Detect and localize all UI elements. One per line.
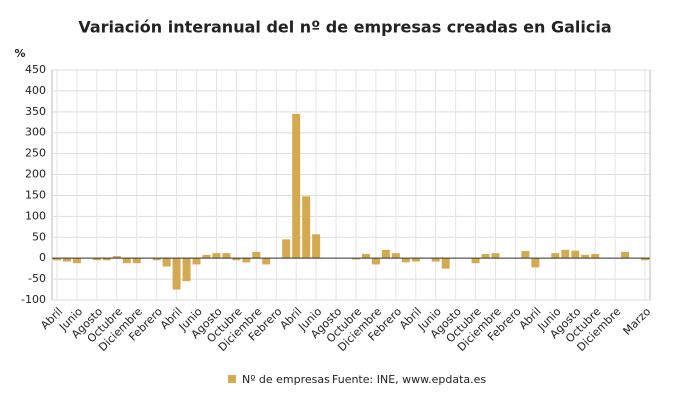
bar: [441, 258, 450, 269]
y-tick-label: 200: [25, 168, 46, 181]
legend-label: Nº de empresas: [242, 373, 330, 386]
source: Fuente: INE, www.epdata.es: [332, 373, 486, 386]
bar: [431, 258, 440, 262]
y-tick-label: 450: [25, 63, 46, 76]
bar: [262, 258, 271, 265]
bar: [561, 249, 570, 259]
y-tick-label: 300: [25, 126, 46, 139]
bar: [521, 251, 530, 259]
x-tick-label: Marzo: [621, 305, 654, 338]
bar: [551, 253, 560, 259]
bar: [252, 251, 261, 259]
y-tick-label: 150: [25, 188, 46, 201]
bar: [621, 251, 630, 259]
bar: [192, 258, 201, 265]
bar: [102, 258, 111, 261]
bar: [491, 253, 500, 259]
bar: [481, 254, 490, 259]
bar: [312, 234, 321, 259]
bar: [351, 258, 360, 260]
bar: [62, 258, 71, 262]
bar: [581, 254, 590, 259]
bar: [92, 258, 101, 261]
y-tick-label: 350: [25, 105, 46, 118]
bar: [112, 256, 121, 259]
bar: [641, 258, 650, 261]
y-tick-label: 250: [25, 147, 46, 160]
y-tick-label: -50: [28, 272, 46, 285]
y-tick-label: 400: [25, 84, 46, 97]
y-tick-label: -100: [21, 293, 46, 306]
bar: [202, 254, 211, 259]
bar: [282, 239, 291, 259]
bar: [222, 253, 231, 259]
bar: [52, 258, 61, 261]
bar: [531, 258, 540, 268]
y-tick-label: 100: [25, 209, 46, 222]
bar: [242, 258, 251, 263]
bar: [212, 253, 221, 259]
bar: [162, 258, 171, 267]
bar: [122, 258, 131, 264]
bar: [292, 113, 301, 259]
legend-swatch: [228, 375, 236, 383]
y-axis-label: %: [14, 47, 25, 60]
bar: [302, 196, 311, 259]
bar: [232, 258, 241, 261]
bar: [381, 249, 390, 259]
y-tick-label: 0: [39, 251, 46, 264]
bar: [172, 258, 181, 290]
bar: [152, 258, 161, 261]
bar: [361, 254, 370, 259]
bar: [411, 258, 420, 262]
y-tick-label: 50: [32, 230, 46, 243]
bar: [391, 253, 400, 259]
bar: [471, 258, 480, 264]
bar: [571, 250, 580, 259]
chart-title: Variación interanual del nº de empresas …: [78, 18, 611, 37]
bar: [371, 258, 380, 265]
bar: [591, 254, 600, 259]
bar: [72, 258, 81, 264]
bar: [401, 258, 410, 263]
bar: [132, 258, 141, 264]
bar: [182, 258, 191, 282]
plot-area: [51, 69, 651, 301]
